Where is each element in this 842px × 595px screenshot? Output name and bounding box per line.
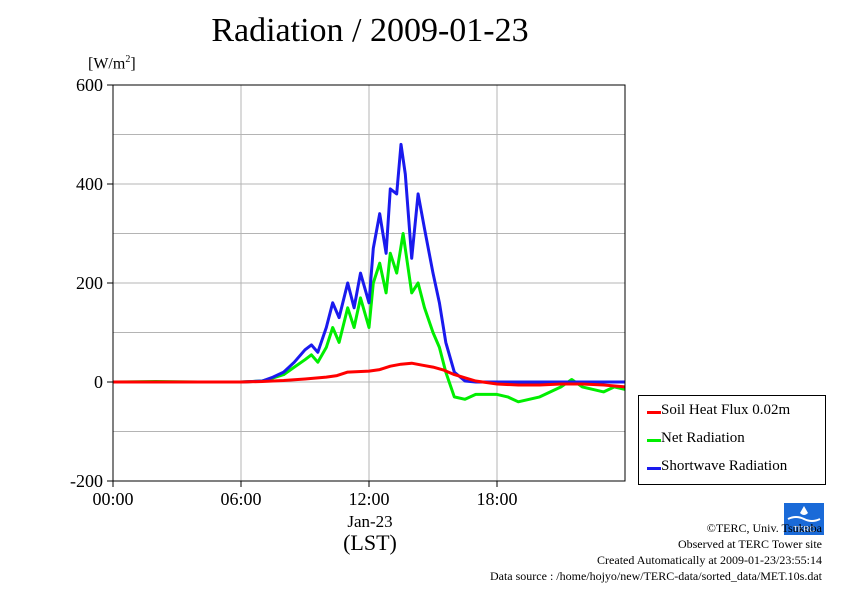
y-unit-base: [W/m: [88, 55, 126, 73]
legend-label-shortwave: Shortwave Radiation: [661, 458, 788, 474]
net-radiation-line: [112, 232, 626, 404]
credit-data-source: Data source : /home/hojyo/new/TERC-data/…: [489, 569, 822, 583]
x-axis-label: (LST): [343, 530, 397, 555]
y-tick-label: 600: [76, 75, 103, 95]
x-tick-label: 06:00: [220, 489, 261, 509]
legend-item-net-radiation: Net Radiation: [639, 430, 825, 452]
x-tick-label: 12:00: [348, 489, 389, 509]
axis-ticks: -200 0 200 400 600 00:00 06:00 12:00 18:00: [70, 75, 518, 509]
series-lines: [112, 142, 626, 404]
y-tick-label: 200: [76, 273, 103, 293]
legend-label-soil: Soil Heat Flux 0.02m: [661, 402, 791, 418]
legend-swatch-net: [647, 439, 661, 442]
x-tick-label: 00:00: [92, 489, 133, 509]
y-tick-label: -200: [70, 471, 103, 491]
credit-observed: Observed at TERC Tower site: [677, 537, 822, 551]
legend-item-shortwave: Shortwave Radiation: [639, 458, 825, 480]
credit-copyright: ©TERC, Univ. Tsukuba: [706, 521, 822, 535]
y-tick-label: 0: [94, 372, 103, 392]
legend-item-soil-heat-flux: Soil Heat Flux 0.02m: [639, 402, 825, 424]
x-tick-label: 18:00: [476, 489, 517, 509]
legend-swatch-soil: [647, 411, 661, 414]
grid-lines: [113, 85, 625, 481]
y-unit-close: ]: [130, 55, 136, 73]
logo-text: TERC: [793, 525, 815, 534]
legend-label-net: Net Radiation: [661, 430, 745, 446]
y-unit-exponent: 2: [125, 54, 131, 65]
legend-swatch-shortwave: [647, 467, 661, 470]
credits-block: ©TERC, Univ. Tsukuba Observed at TERC To…: [490, 520, 822, 584]
chart-title: Radiation / 2009-01-23: [211, 12, 529, 49]
x-date-label: Jan-23: [347, 512, 393, 531]
terc-logo-icon: TERC: [784, 503, 824, 535]
y-axis-unit: [W/m2]: [88, 54, 136, 73]
y-tick-label: 400: [76, 174, 103, 194]
legend: Soil Heat Flux 0.02m Net Radiation Short…: [638, 395, 826, 485]
credit-created: Created Automatically at 2009-01-23/23:5…: [597, 553, 822, 567]
soil-heat-flux-line: [113, 361, 626, 389]
